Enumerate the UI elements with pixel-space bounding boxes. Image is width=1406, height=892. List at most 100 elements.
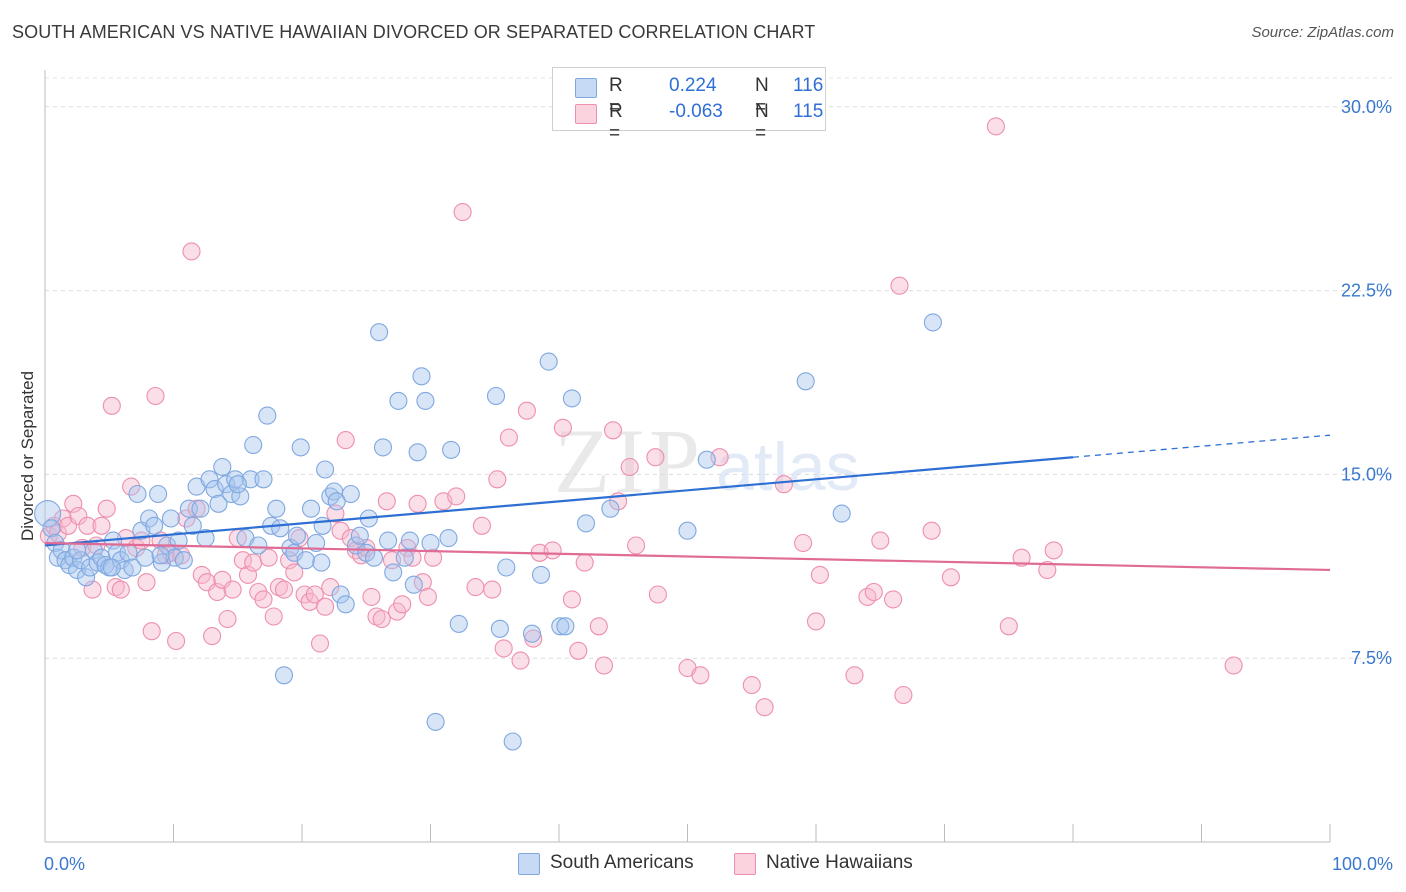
data-point [522,624,542,643]
data-point [174,551,193,570]
data-point [254,470,273,489]
data-point [167,631,186,651]
data-point [341,484,360,504]
data-point [543,541,562,560]
data-point [111,580,130,599]
data-point [305,585,324,604]
data-point [531,565,551,584]
data-point [259,548,278,567]
data-point [488,470,507,489]
y-tick-label: 30.0% [1341,97,1392,117]
data-point [182,242,201,261]
legend-r-value: 0.224 [669,75,717,96]
data-point [209,494,228,513]
data-point [864,582,883,602]
data-point [102,558,121,577]
source-credit: Source: ZipAtlas.com [1251,24,1394,41]
data-point [497,558,516,577]
data-point [648,585,667,604]
data-point [408,443,427,462]
data-point [424,548,443,567]
data-point [264,607,283,626]
data-point [228,475,247,494]
trend-line [44,456,1074,547]
data-point [307,533,326,553]
data-point [367,607,386,626]
data-point [137,573,156,592]
data-point [576,514,596,533]
data-point [472,516,491,535]
data-point [362,587,381,606]
data-point [871,531,890,550]
data-point [254,590,273,609]
data-point [316,460,335,479]
data-point [562,590,581,609]
data-point [466,578,485,597]
data-point [321,578,340,597]
data-point [97,499,116,518]
data-point [678,521,697,540]
data-point [92,516,111,535]
data-point [742,676,761,695]
data-point [999,617,1018,636]
data-point [372,609,391,629]
data-point [384,563,403,582]
data-point [986,117,1005,136]
data-point [244,435,263,455]
data-point [603,421,623,440]
data-point [145,516,164,535]
data-point [794,533,813,553]
data-point [894,685,913,705]
watermark-atlas: atlas [716,429,860,505]
data-point [249,536,268,555]
data-point [269,578,288,597]
data-point [52,541,71,560]
trend-lines [44,434,1331,572]
data-point [418,587,437,606]
bottom-legend-swatch-pink [734,853,756,875]
data-point [106,578,125,597]
data-point [77,568,96,587]
y-tick-label: 22.5% [1341,281,1392,301]
data-point [562,389,581,408]
data-point [377,492,396,511]
data-point [111,551,130,570]
legend-n-label: N = [755,75,769,118]
data-point [416,391,435,410]
data-point [149,484,168,504]
legend-n-value: 115 [793,101,824,122]
data-point [490,619,509,638]
data-point [449,614,468,633]
legend-r-label: R = [609,75,623,118]
data-point [223,580,242,599]
data-point [923,313,942,332]
data-point [483,580,502,599]
data-point [697,450,716,469]
trend-line-extension [1072,434,1331,458]
data-point [291,438,310,457]
data-point [408,494,427,513]
bottom-legend-label: Native Hawaiians [766,852,913,873]
data-point [191,499,210,518]
legend-n-label: N = [755,101,769,144]
data-point [1038,560,1057,580]
data-point [796,372,815,391]
data-point [551,617,570,636]
legend-r-value: -0.063 [669,101,723,122]
data-point [310,634,330,653]
data-point [213,457,232,477]
x-tick-label: 100.0% [1332,854,1393,874]
data-point [806,612,826,631]
data-point [517,401,536,420]
data-point [316,597,335,616]
data-point [539,352,558,371]
legend-swatch-pink [575,104,597,124]
data-point [187,499,206,518]
data-point [336,431,355,450]
data-point [271,519,290,538]
data-point [142,622,161,641]
data-point [226,470,245,489]
x-tick-label: 0.0% [44,854,85,874]
data-point [511,651,530,670]
